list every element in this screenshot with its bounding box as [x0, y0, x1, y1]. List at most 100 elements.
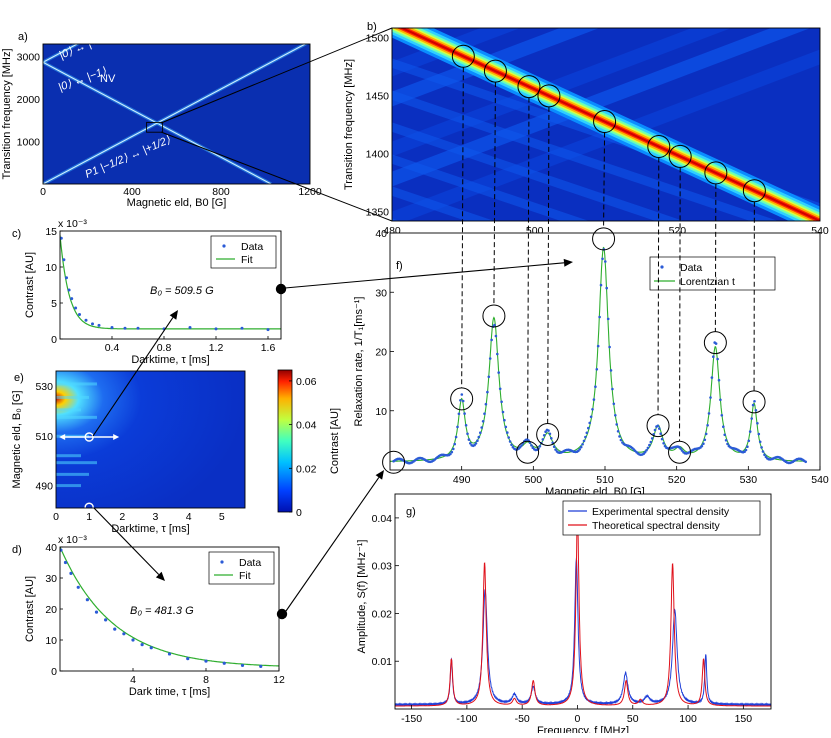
data-point-f [722, 425, 725, 428]
ytick-f: 30 [375, 287, 387, 299]
xtick-g: -100 [456, 713, 477, 725]
data-point-f [463, 412, 466, 415]
data-point-d [168, 652, 171, 655]
data-point-d [223, 662, 226, 665]
data-point-c [65, 276, 68, 279]
xtick-c: 1.2 [209, 342, 224, 354]
data-point-f [458, 413, 461, 416]
data-point-f [578, 448, 581, 451]
data-point-f [509, 440, 512, 443]
annotation-c: B₀ = 509.5 G [150, 285, 214, 297]
data-point-f [456, 426, 459, 429]
data-point-f [468, 438, 471, 441]
colorbar-tick: 0.06 [296, 376, 317, 388]
data-point-f [762, 450, 765, 453]
xtick-g: -50 [515, 713, 530, 725]
xtick-e: 5 [219, 511, 225, 523]
data-point-f [587, 427, 590, 430]
data-point-f [507, 436, 510, 439]
data-point-f [648, 444, 651, 447]
ytick-f: 10 [375, 406, 387, 418]
data-point-f [704, 439, 707, 442]
data-point-f [451, 451, 454, 454]
data-point-f [502, 411, 505, 414]
colorbar-e [278, 370, 292, 512]
xtick-f: 490 [453, 474, 471, 486]
ytick-b: 1450 [366, 90, 390, 102]
ytick-a: 2000 [17, 94, 41, 106]
data-point-f [705, 433, 708, 436]
xtick-f: 510 [596, 474, 614, 486]
data-point-c [91, 322, 94, 325]
ylabel-f: Relaxation rate, 1/T₁[ms⁻¹] [353, 297, 365, 427]
legend-f-data: Data [680, 262, 702, 274]
data-point-f [750, 417, 753, 420]
data-point-f [459, 399, 462, 402]
resonance-streak-0 [56, 484, 81, 487]
ytick-b: 1400 [366, 149, 390, 161]
data-point-f [496, 353, 499, 356]
resonance-streak-1 [56, 473, 89, 476]
data-point-d [241, 664, 244, 667]
data-point-f [659, 432, 662, 435]
panel-label-c: c) [12, 228, 21, 240]
ytick-f: 40 [375, 228, 387, 240]
data-point-f [745, 449, 748, 452]
data-point-f [701, 445, 704, 448]
xtick-c: 0.4 [105, 342, 120, 354]
data-point-f [488, 376, 491, 379]
xtick-e: 0 [53, 511, 59, 523]
data-point-f [752, 404, 755, 407]
legend-c-fit: Fit [241, 254, 253, 266]
data-point-f [723, 434, 726, 437]
data-point-f [483, 412, 486, 415]
data-point-f [506, 431, 509, 434]
data-point-f [650, 441, 653, 444]
data-point-c [111, 326, 114, 329]
xtick-f: 520 [668, 474, 686, 486]
ytick-g: 0.02 [372, 608, 393, 620]
data-point-f [647, 447, 650, 450]
data-point-f [708, 412, 711, 415]
ytick-a: 1000 [17, 137, 41, 149]
data-point-f [613, 403, 616, 406]
data-point-c [68, 289, 71, 292]
resonance-streak-8 [56, 382, 97, 385]
data-point-f [455, 436, 458, 439]
exponent-d: x 10⁻³ [58, 534, 87, 546]
legend-g-entry-0: Experimental spectral density [592, 506, 730, 518]
data-point-f [478, 436, 481, 439]
xlabel-g: Frequency, f [MHz] [537, 725, 629, 733]
data-point-f [604, 260, 607, 263]
panel-label-f: f) [396, 260, 403, 272]
data-point-d [122, 632, 125, 635]
colorbar-label: Contrast [AU] [329, 408, 341, 474]
data-point-c [98, 324, 101, 327]
xtick-g: 150 [735, 713, 753, 725]
xtick-g: 0 [575, 713, 581, 725]
xtick-d: 4 [130, 674, 136, 686]
data-point-f [614, 414, 617, 417]
data-point-d [131, 638, 134, 641]
data-point-f [615, 423, 618, 426]
data-point-f [709, 396, 712, 399]
data-point-c [74, 307, 77, 310]
annotation-d: B₀ = 481.3 G [130, 605, 194, 617]
data-point-f [489, 357, 492, 360]
data-point-c [241, 327, 244, 330]
data-point-f [476, 439, 479, 442]
xtick-e: 2 [119, 511, 125, 523]
data-point-f [746, 445, 749, 448]
xtick-c: 1.6 [261, 342, 276, 354]
xtick-a: 0 [40, 186, 46, 198]
data-point-c [215, 327, 218, 330]
heatmap-e-gradient [56, 371, 245, 508]
data-point-c [124, 327, 127, 330]
data-point-f [760, 446, 763, 449]
data-point-f [452, 448, 455, 451]
data-point-f [465, 424, 468, 427]
data-point-f [462, 400, 465, 403]
